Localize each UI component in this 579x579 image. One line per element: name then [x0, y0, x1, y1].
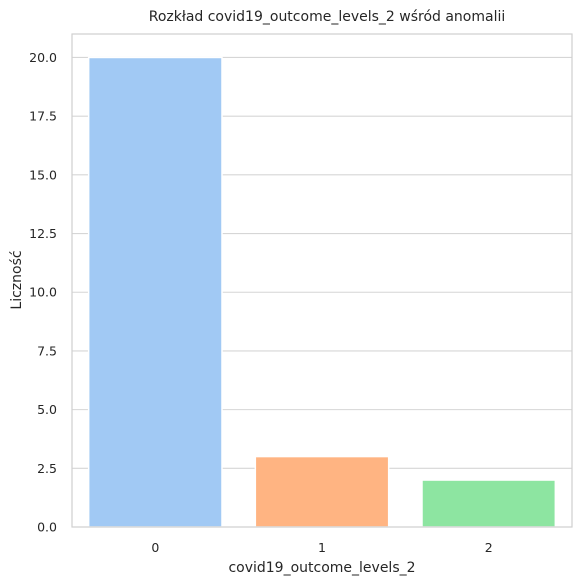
y-tick-layer: 0.0 2.5 5.0 7.5 10.0 12.5 15.0 17.5 20.0 [29, 50, 57, 535]
x-tick-label: 2 [485, 540, 493, 555]
y-tick-label: 0.0 [37, 520, 57, 535]
bar-layer [87, 56, 557, 528]
x-axis-label: covid19_outcome_levels_2 [228, 560, 415, 576]
y-axis-label: Liczność [9, 250, 25, 309]
y-tick-label: 12.5 [29, 226, 57, 241]
x-tick-label: 1 [318, 540, 326, 555]
x-tick-layer: 0 1 2 [151, 540, 492, 555]
plot-frame [71, 33, 573, 528]
x-tick-label: 0 [151, 540, 159, 555]
y-tick-label: 7.5 [37, 343, 57, 358]
bar-2 [421, 479, 557, 528]
y-tick-label: 2.5 [37, 461, 57, 476]
y-tick-label: 17.5 [29, 109, 57, 124]
chart-title: Rozkład covid19_outcome_levels_2 wśród a… [149, 9, 506, 25]
bar-0 [87, 56, 223, 528]
bar-1 [254, 455, 390, 528]
y-tick-label: 20.0 [29, 50, 57, 65]
y-tick-label: 15.0 [29, 167, 57, 182]
y-tick-label: 5.0 [37, 402, 57, 417]
y-tick-label: 10.0 [29, 285, 57, 300]
